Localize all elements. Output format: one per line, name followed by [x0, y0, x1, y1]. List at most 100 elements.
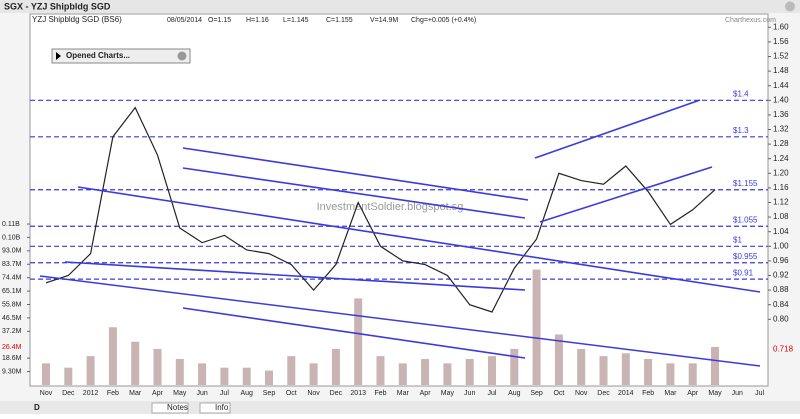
trend-line [182, 307, 526, 359]
trend-line [182, 147, 529, 201]
x-tick-label: May [708, 390, 722, 397]
x-tick-label: Oct [553, 390, 564, 397]
level-label: $1.055 [733, 215, 758, 224]
volume-bar [265, 370, 273, 385]
x-tick-label: Aug [508, 390, 521, 397]
notes-label: Notes [167, 403, 188, 412]
x-tick-label: Jul [755, 390, 764, 397]
x-tick-label: Apr [420, 390, 432, 397]
volume-bar [198, 363, 207, 385]
volume-bar [711, 346, 719, 385]
x-tick-label: Mar [397, 390, 410, 397]
y-tick-label: 1.12 [773, 198, 789, 207]
x-tick-label: May [173, 390, 187, 397]
level-label: $0.955 [733, 252, 758, 261]
x-tick-label: Feb [374, 390, 386, 397]
period-button[interactable]: D [34, 403, 40, 412]
notes-button[interactable] [151, 402, 189, 414]
x-tick-label: Sep [530, 390, 543, 397]
y2-tick-label: 9.30M [2, 368, 22, 375]
y-tick-label: 0.88 [773, 285, 789, 294]
x-tick-label: Mar [664, 390, 677, 397]
volume-bar [354, 298, 363, 385]
volume-bar [220, 367, 229, 385]
open: O=1.15 [208, 17, 231, 24]
trend-line [77, 186, 761, 293]
level-label: $1.155 [733, 179, 758, 188]
volume-bar [175, 359, 184, 385]
volume-bar [242, 367, 251, 385]
watermark: InvestmentSoldier.blogspot.sg [317, 201, 464, 213]
window-title: SGX - YZJ Shipbldg SGD [4, 1, 111, 11]
volume-bar [153, 348, 162, 385]
y2-tick-label: 93.0M [2, 248, 22, 255]
y-tick-label: 1.52 [773, 52, 789, 61]
y-tick-label: 1.04 [773, 227, 789, 236]
level-label: $0.91 [733, 268, 754, 277]
y-tick-label: 1.16 [773, 183, 789, 192]
title-bar [0, 0, 800, 13]
y-tick-label: 1.44 [773, 81, 789, 90]
y-tick-label: 1.36 [773, 110, 789, 119]
volume-bar [131, 341, 140, 385]
toolbar [0, 401, 800, 414]
volume-bar [64, 367, 73, 385]
volume-bar [532, 269, 541, 385]
y-tick-label: 1.28 [773, 139, 789, 148]
volume-bar [42, 363, 50, 385]
x-tick-label: Apr [152, 390, 164, 397]
x-tick-label: Sep [263, 390, 276, 397]
trend-line [182, 167, 526, 219]
volume-bar [644, 359, 653, 385]
trend-line [539, 166, 713, 223]
y-tick-label: 1.00 [773, 241, 789, 250]
trend-line [534, 99, 701, 159]
y-tick-label: 0.96 [773, 256, 789, 265]
x-tick-label: Jun [464, 390, 475, 397]
y-tick-label: 1.20 [773, 168, 789, 177]
volume-bar [443, 363, 452, 385]
close-button[interactable] [785, 1, 795, 12]
volume-bar [465, 359, 474, 385]
volume-bar [577, 348, 586, 385]
x-tick-label: Jul [488, 390, 497, 397]
volume-bar [666, 363, 675, 385]
y-tick-label: 1.32 [773, 125, 789, 134]
high: H=1.16 [246, 17, 269, 24]
x-tick-label: Jul [220, 390, 229, 397]
opened-charts-panel[interactable] [51, 48, 191, 64]
level-label: $1.3 [733, 126, 749, 135]
change: Chg=+0.005 (+0.4%) [411, 17, 476, 24]
info-label: Info [215, 403, 229, 412]
x-tick-label: Nov [575, 390, 588, 397]
panel-label: Opened Charts... [66, 51, 130, 60]
x-tick-label: Feb [107, 390, 119, 397]
y2-tick-label: 18.6M [2, 355, 22, 362]
close: C=1.155 [326, 17, 353, 24]
y-tick-label: 1.56 [773, 37, 789, 46]
price-line [45, 106, 716, 313]
volume-bar [510, 348, 519, 385]
y-tick-label: 1.24 [773, 154, 789, 163]
volume-bar [688, 363, 697, 385]
x-tick-label: Nov [307, 390, 320, 397]
y2-tick-label: 46.5M [2, 315, 22, 322]
panel-close[interactable] [177, 51, 187, 61]
trend-lines [39, 99, 761, 367]
info-button[interactable] [199, 402, 231, 414]
level-label: $1.4 [733, 89, 749, 98]
volume-bar [421, 359, 430, 385]
symbol: YZJ Shipbldg SGD (BS6) [32, 15, 122, 24]
y2-tick-label: 65.1M [2, 288, 22, 295]
x-tick-label: Mar [129, 390, 142, 397]
y2-tick-label: 37.2M [2, 328, 22, 335]
volume-bar [398, 363, 407, 385]
x-tick-label: Jun [732, 390, 743, 397]
volume-bar [309, 363, 318, 385]
volume-bar [86, 356, 95, 385]
y-tick-label: 0.80 [773, 314, 789, 323]
x-tick-label: 2012 [83, 390, 99, 397]
y2-tick-label: 55.8M [2, 301, 22, 308]
x-tick-label: Aug [240, 390, 253, 397]
